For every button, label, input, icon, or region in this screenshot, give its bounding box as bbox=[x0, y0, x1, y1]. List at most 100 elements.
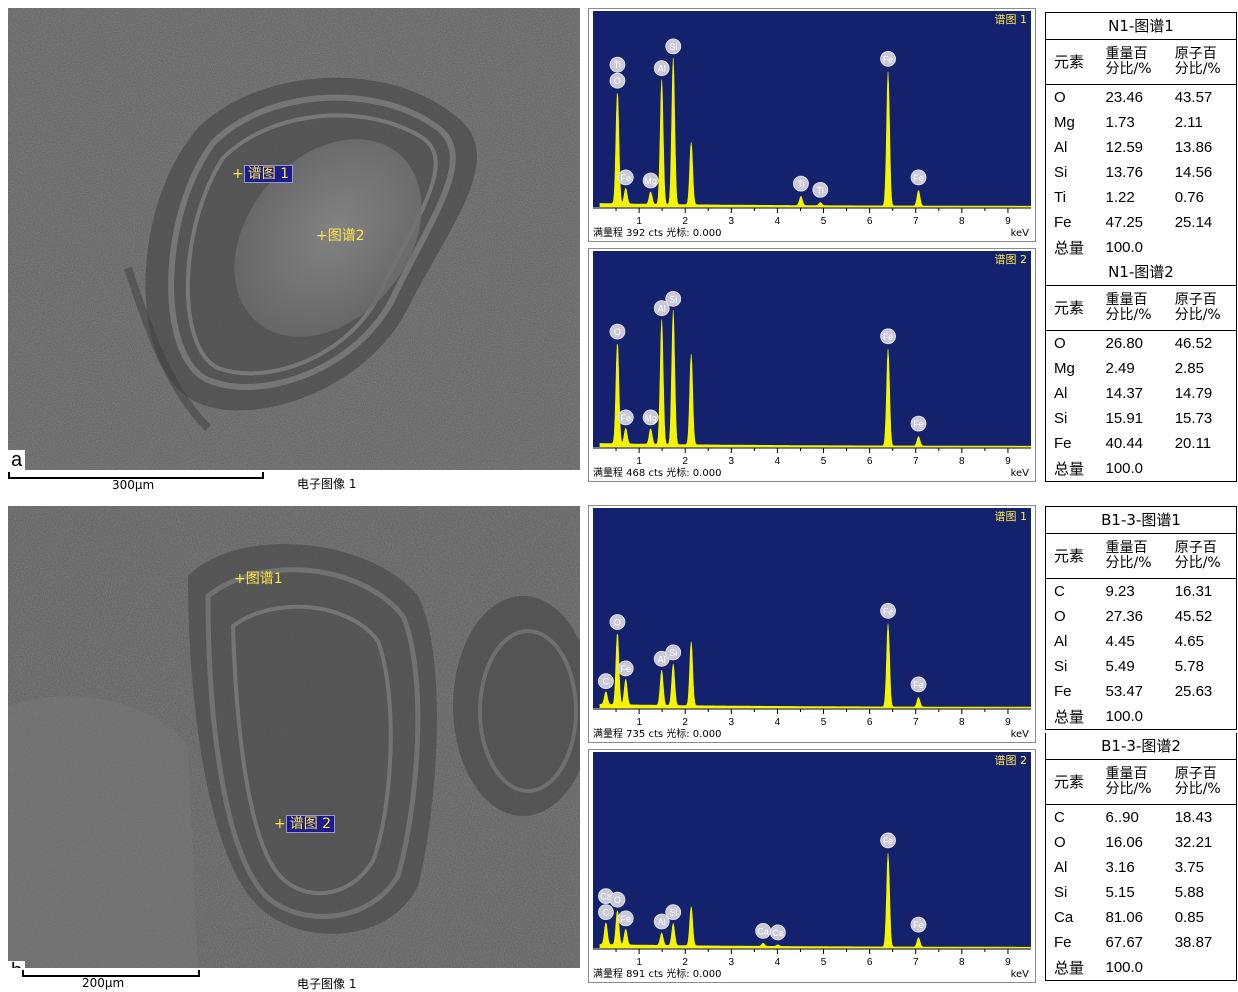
svg-text:Al: Al bbox=[658, 917, 666, 927]
peak-label: Al bbox=[653, 913, 670, 930]
header-weight: 重量百 分比/% bbox=[1097, 47, 1170, 77]
peak-label: Fe bbox=[910, 916, 927, 933]
header-weight: 重量百 分比/% bbox=[1097, 767, 1170, 797]
cell-weight: 5.49 bbox=[1105, 658, 1135, 675]
table-title: N1-图谱2 bbox=[1046, 259, 1236, 286]
header-atomic: 原子百 分比/% bbox=[1171, 293, 1236, 323]
sem-micrograph-b bbox=[8, 506, 580, 968]
peak-label: Mg bbox=[642, 409, 659, 426]
header-atomic-line: 原子百 bbox=[1174, 46, 1217, 62]
cell-weight: 5.15 bbox=[1105, 884, 1135, 901]
cell-weight: 47.25 bbox=[1105, 214, 1144, 231]
cell-weight: 27.36 bbox=[1105, 608, 1144, 625]
cell-atomic: 45.52 bbox=[1174, 608, 1213, 625]
spectrum-footer: 满量程 735 cts 光标: 0.000 bbox=[593, 727, 721, 740]
x-tick-label: 7 bbox=[913, 957, 919, 968]
cell-atomic: 43.57 bbox=[1174, 89, 1213, 106]
x-tick-label: 1 bbox=[636, 456, 642, 467]
element-table: B1-3-图谱1 元素 重量百 分比/% 原子百 分比/% C 9.23 16.31 O 27.36… bbox=[1045, 506, 1237, 730]
spectrum-trace bbox=[599, 310, 1032, 448]
spectrum-tag: 谱图 2 bbox=[995, 753, 1028, 767]
cell-atomic: 0.76 bbox=[1174, 189, 1204, 206]
x-tick-label: 9 bbox=[1005, 957, 1011, 968]
header-atomic-line: 分比/% bbox=[1174, 555, 1221, 571]
header-weight-line: 重量百 bbox=[1105, 292, 1148, 308]
spectrum-tag: 谱图 1 bbox=[995, 509, 1028, 523]
element-table: N1-图谱2 元素 重量百 分比/% 原子百 分比/% O 26.80 46.52 Mg 2.49 2… bbox=[1045, 259, 1237, 482]
spectrum-trace bbox=[599, 57, 1032, 208]
cell-atomic: 0.85 bbox=[1174, 909, 1204, 926]
peak-label: Fe bbox=[880, 602, 896, 619]
cell-atomic: 32.21 bbox=[1174, 834, 1213, 851]
x-tick-label: 8 bbox=[959, 456, 965, 467]
axis-unit: keV bbox=[1011, 729, 1030, 740]
cell-element: Fe bbox=[1054, 435, 1072, 452]
svg-text:Fe: Fe bbox=[620, 413, 631, 423]
svg-text:Fe: Fe bbox=[883, 332, 894, 342]
cell-weight: 100.0 bbox=[1105, 959, 1144, 976]
table-row: Si 5.49 5.78 bbox=[1046, 654, 1236, 679]
x-tick-label: 1 bbox=[636, 717, 642, 728]
peak-label: Fe bbox=[880, 832, 896, 849]
header-weight: 重量百 分比/% bbox=[1097, 293, 1170, 323]
x-tick-label: 1 bbox=[636, 957, 642, 968]
header-element: 元素 bbox=[1054, 298, 1085, 317]
table-row: Al 3.16 3.75 bbox=[1046, 855, 1236, 880]
svg-text:Ti: Ti bbox=[817, 185, 824, 195]
peak-label: Ti bbox=[793, 175, 809, 192]
cell-weight: 100.0 bbox=[1105, 460, 1144, 477]
peak-label: O bbox=[609, 323, 626, 340]
peak-label: Fe bbox=[617, 660, 634, 677]
cell-element: Si bbox=[1054, 410, 1068, 427]
spectrum-chart: C O Fe Al Si Fe Fe 谱图 1 1 2 3 4 5 6 7 8 9 keV 满量程 735 cts … bbox=[588, 505, 1036, 743]
svg-text:Si: Si bbox=[669, 648, 677, 658]
header-weight-line: 分比/% bbox=[1105, 555, 1152, 571]
cell-weight: 1.22 bbox=[1105, 189, 1135, 206]
scale-bar: 300μm bbox=[8, 472, 264, 494]
svg-text:Al: Al bbox=[658, 304, 666, 314]
svg-text:Fe: Fe bbox=[620, 914, 631, 924]
peak-label: Si bbox=[665, 904, 682, 921]
x-tick-label: 6 bbox=[867, 717, 873, 728]
peak-label: Si bbox=[665, 644, 682, 661]
svg-text:Ca: Ca bbox=[600, 892, 612, 902]
header-element: 元素 bbox=[1054, 546, 1085, 565]
x-tick-label: 4 bbox=[775, 456, 781, 467]
table-title: N1-图谱1 bbox=[1046, 13, 1236, 40]
table-title: B1-3-图谱1 bbox=[1046, 507, 1236, 534]
x-tick-label: 2 bbox=[682, 216, 688, 227]
table-row: Mg 1.73 2.11 bbox=[1046, 110, 1236, 135]
x-tick-label: 3 bbox=[729, 957, 735, 968]
header-atomic-line: 分比/% bbox=[1174, 781, 1221, 797]
scale-label: 300μm bbox=[112, 478, 155, 492]
cell-weight: 100.0 bbox=[1105, 708, 1144, 725]
table-row: Ti 1.22 0.76 bbox=[1046, 185, 1236, 210]
svg-text:Mg: Mg bbox=[644, 413, 657, 423]
spectrum-chart: O Ti Fe Mg Al Si Ti Ti Fe Fe 谱图 1 1 2 3 4 5 6 7 8 9 keV 满量程 3… bbox=[588, 8, 1036, 242]
peak-label: O bbox=[609, 614, 626, 630]
panel-letter: b bbox=[8, 961, 26, 968]
sem-micrograph-a bbox=[8, 8, 580, 470]
x-tick-label: 9 bbox=[1005, 456, 1011, 467]
table-row: 总量 100.0 bbox=[1046, 704, 1236, 729]
cell-atomic: 2.11 bbox=[1174, 114, 1203, 131]
sem-image-a: + 谱图 1 +图谱2 a bbox=[8, 8, 580, 470]
peak-label: Fe bbox=[617, 169, 634, 186]
spectrum-trace bbox=[599, 853, 1032, 949]
peak-label: Fe bbox=[910, 415, 927, 432]
table-row: Al 14.37 14.79 bbox=[1046, 381, 1236, 406]
cell-element: Si bbox=[1054, 164, 1068, 181]
peak-label: Al bbox=[653, 60, 670, 77]
spectrum-footer: 满量程 891 cts 光标: 0.000 bbox=[593, 967, 721, 980]
header-weight-line: 分比/% bbox=[1105, 61, 1152, 77]
cell-atomic: 13.86 bbox=[1174, 139, 1213, 156]
table-row: Si 15.91 15.73 bbox=[1046, 406, 1236, 431]
svg-text:Fe: Fe bbox=[883, 836, 894, 846]
sem-image-b: +图谱1 +谱图 2 b bbox=[8, 506, 580, 968]
header-atomic: 原子百 分比/% bbox=[1171, 767, 1236, 797]
peak-label: Si bbox=[665, 38, 682, 55]
x-tick-label: 4 bbox=[775, 717, 781, 728]
svg-text:O: O bbox=[614, 618, 621, 628]
table-row: Si 5.15 5.88 bbox=[1046, 880, 1236, 905]
cell-element: Mg bbox=[1054, 114, 1075, 131]
